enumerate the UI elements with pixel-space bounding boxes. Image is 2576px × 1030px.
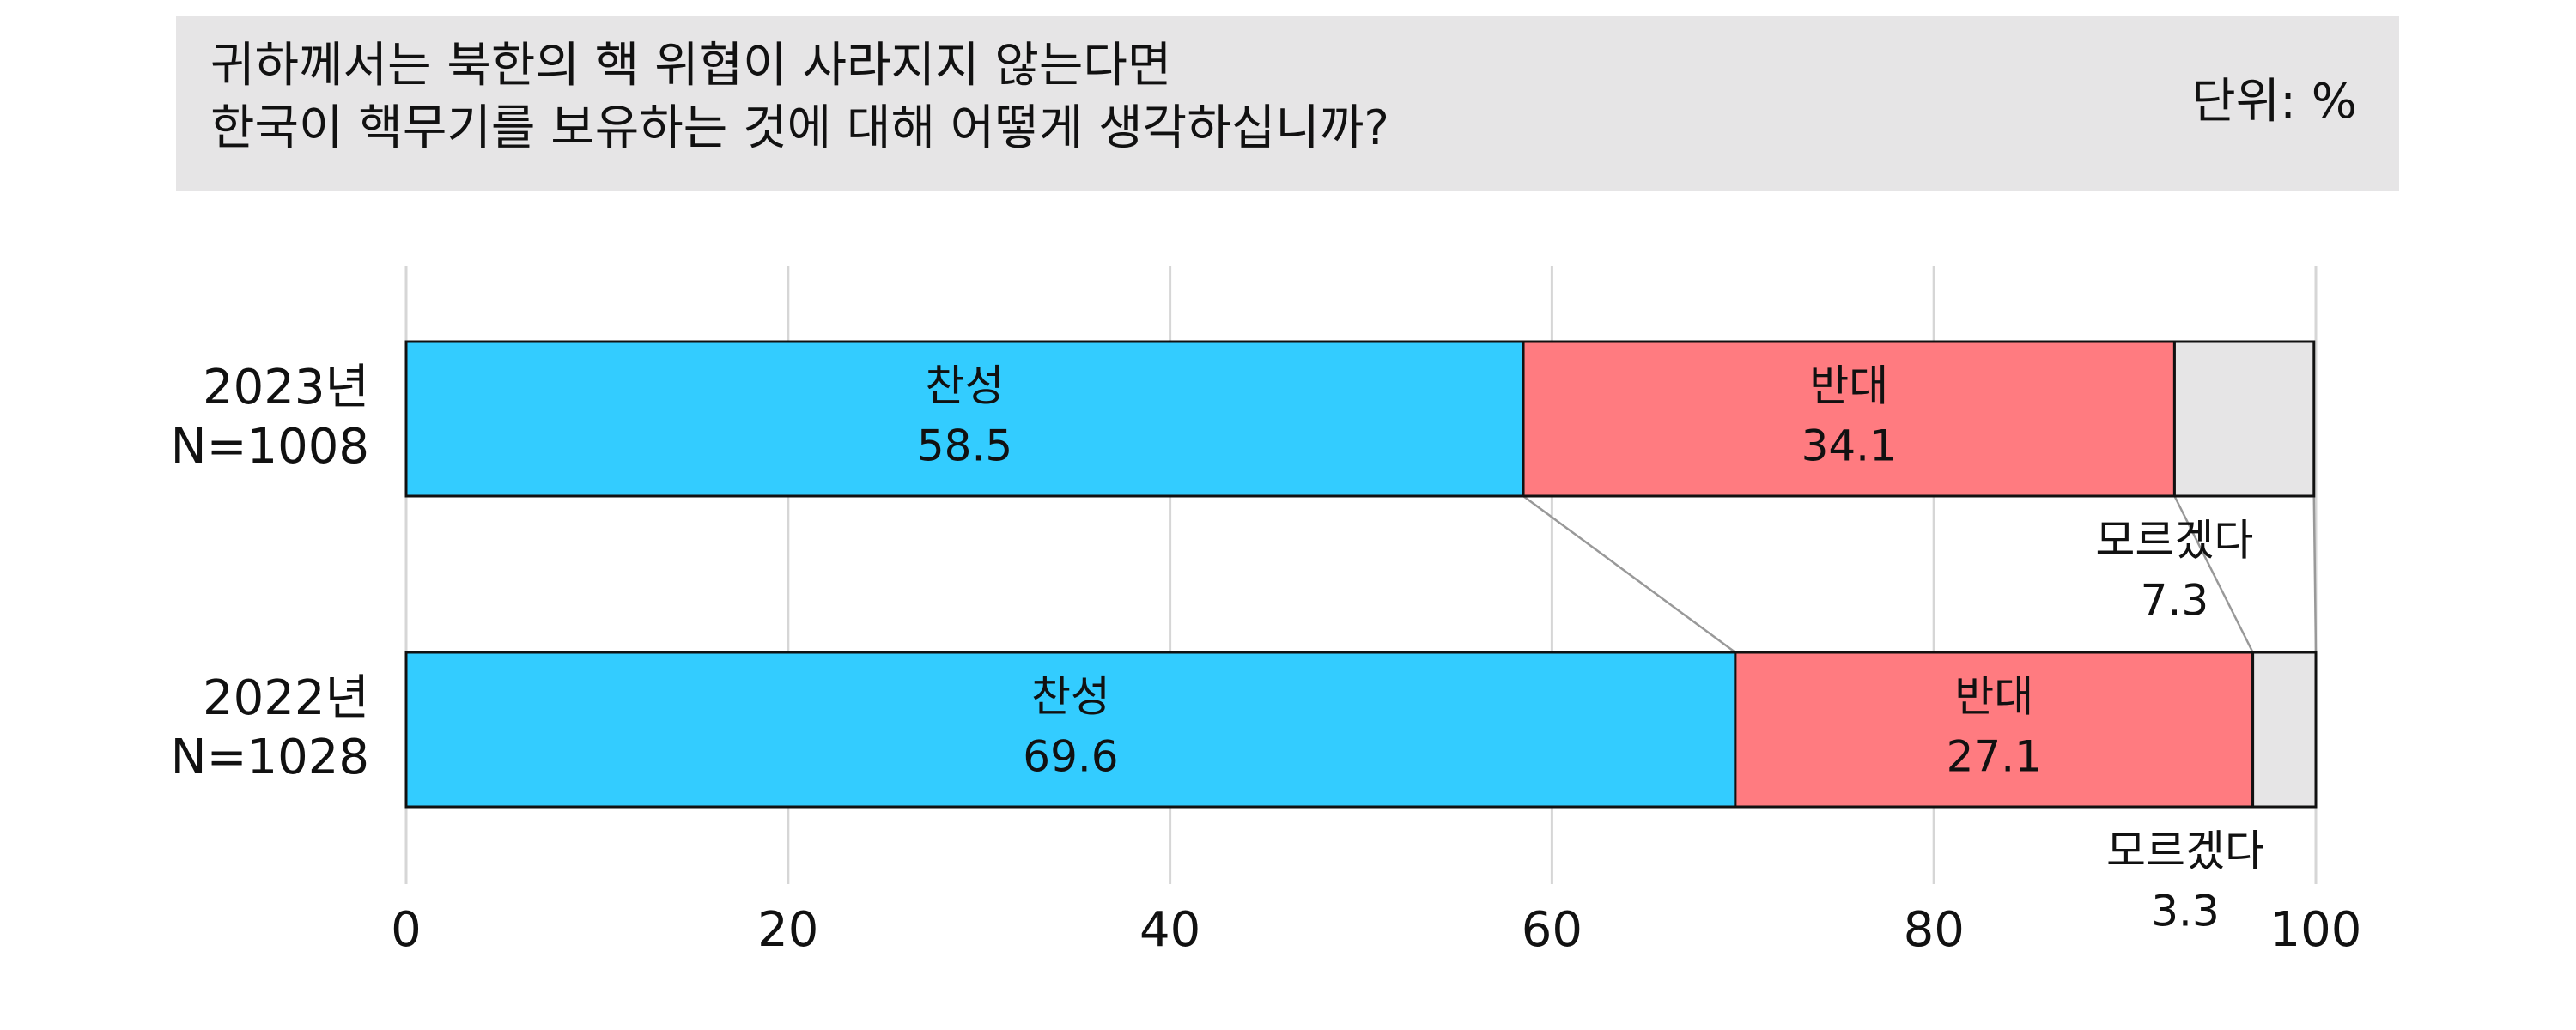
sample-size-label: N=1008 [171, 419, 369, 475]
segment-name: 반대 [1809, 361, 1888, 411]
x-tick-label: 40 [1139, 902, 1200, 958]
x-tick-label: 60 [1522, 902, 1583, 958]
segment-name: 찬성 [1031, 672, 1110, 722]
connector-line [2173, 495, 2254, 653]
x-tick-label: 0 [391, 902, 422, 958]
category-label: 2022년 [203, 670, 369, 726]
x-tick-label: 80 [1904, 902, 1965, 958]
segment-name: 반대 [1954, 672, 2033, 722]
x-tick-label: 100 [2270, 902, 2362, 958]
x-tick-label: 20 [757, 902, 818, 958]
segment-name: 모르겠다 [2095, 516, 2253, 566]
bar-segment [404, 340, 1525, 498]
title-line: 한국이 핵무기를 보유하는 것에 대해 어떻게 생각하십니까? [210, 100, 1389, 156]
bar-segment [1522, 340, 2176, 498]
segment-name: 찬성 [926, 361, 1005, 411]
connector-line [1522, 494, 1736, 654]
segment-name: 모르겠다 [2106, 827, 2264, 876]
sample-size-label: N=1028 [171, 730, 369, 785]
connector-line [2312, 495, 2318, 653]
value-label: 7.3 [2141, 576, 2209, 626]
value-label: 27.1 [1947, 732, 2042, 782]
bar-segment [2251, 651, 2318, 809]
bar-segment [1734, 651, 2255, 809]
title-line: 귀하께서는 북한의 핵 위협이 사라지지 않는다면 [210, 38, 1171, 94]
bar-segment [404, 651, 1737, 809]
header-box [176, 16, 2399, 191]
unit-label: 단위: % [2191, 74, 2357, 130]
category-label: 2023년 [203, 360, 369, 415]
value-label: 58.5 [917, 421, 1012, 471]
bar-segment [2172, 340, 2316, 498]
value-label: 69.6 [1023, 732, 1118, 782]
value-label: 3.3 [2151, 887, 2220, 936]
value-label: 34.1 [1801, 421, 1897, 471]
